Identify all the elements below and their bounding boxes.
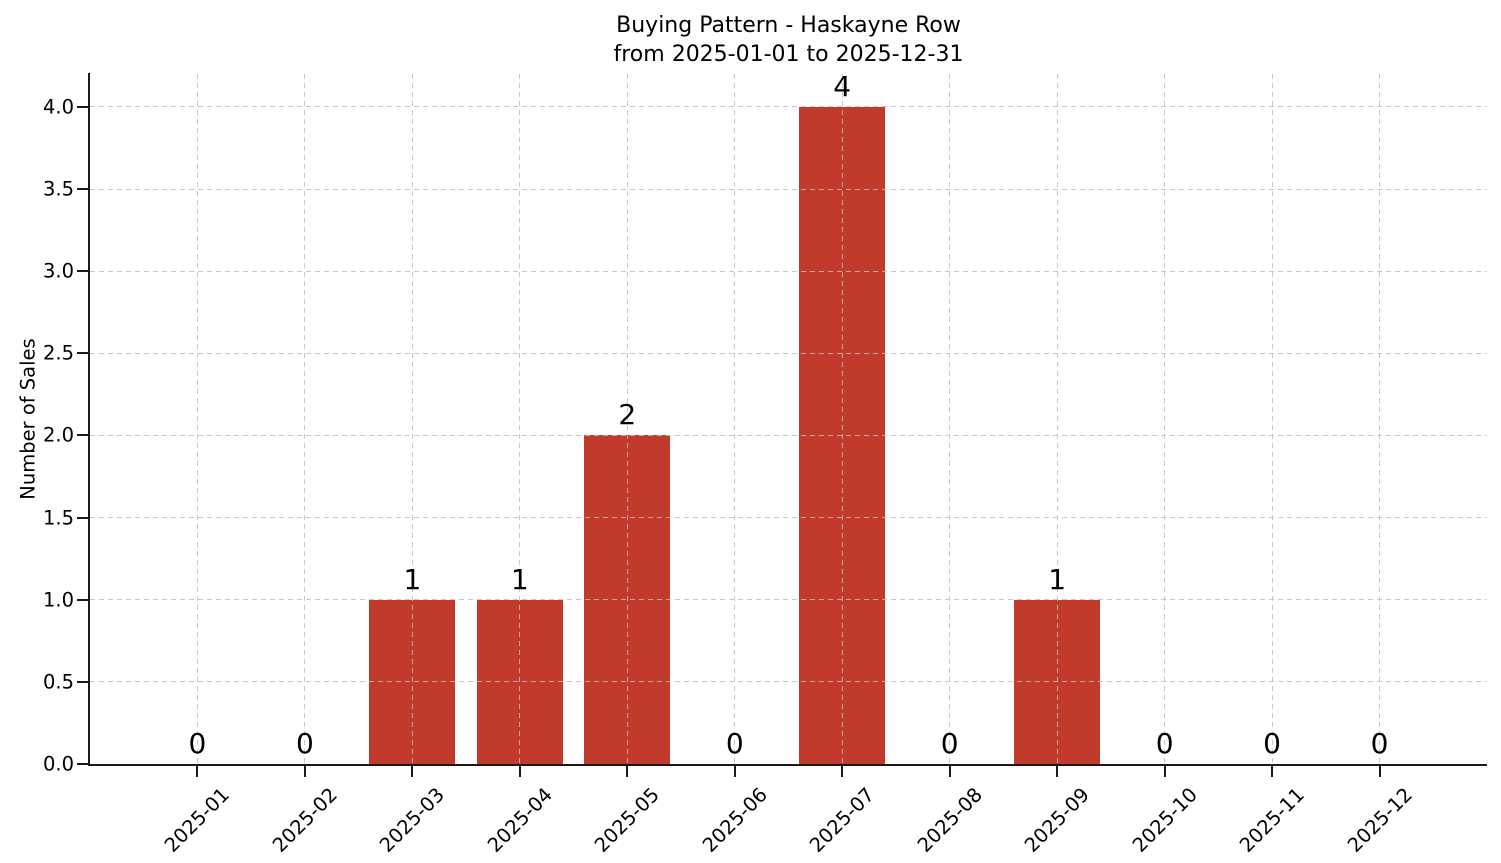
chart-subtitle: from 2025-01-01 to 2025-12-31 — [613, 42, 964, 67]
chart-title: Buying Pattern - Haskayne Row — [616, 13, 961, 38]
y-tick-label: 1.5 — [42, 506, 74, 530]
y-tick — [77, 680, 88, 683]
x-tick — [948, 766, 951, 777]
x-tick-label: 2025-07 — [805, 783, 880, 857]
y-tick — [77, 516, 88, 519]
v-gridline — [949, 74, 951, 764]
y-axis-label: Number of Sales — [16, 338, 40, 500]
y-tick — [77, 105, 88, 108]
x-tick-label: 2025-03 — [375, 783, 450, 857]
x-tick-label: 2025-08 — [912, 783, 987, 857]
x-axis-spine — [88, 764, 1487, 766]
bar-value-label: 0 — [940, 727, 959, 760]
bar-value-label: 1 — [510, 562, 529, 596]
bar-value-label: 0 — [725, 727, 744, 760]
y-tick — [77, 598, 88, 601]
y-tick — [77, 434, 88, 437]
x-tick — [518, 766, 521, 777]
x-tick — [411, 766, 414, 777]
y-axis-spine — [88, 73, 90, 766]
y-tick-label: 3.0 — [42, 259, 74, 283]
y-tick-label: 0.0 — [42, 752, 74, 776]
x-tick — [303, 766, 306, 777]
h-gridline — [90, 352, 1487, 354]
x-tick — [1056, 766, 1059, 777]
x-tick — [196, 766, 199, 777]
bar-value-label: 0 — [188, 727, 207, 760]
v-gridline — [1164, 74, 1166, 764]
x-tick — [626, 766, 629, 777]
v-gridline — [411, 74, 413, 764]
h-gridline — [90, 599, 1487, 601]
v-gridline — [1379, 74, 1381, 764]
x-tick — [841, 766, 844, 777]
h-gridline — [90, 681, 1487, 683]
y-tick — [77, 763, 88, 765]
v-gridline — [841, 74, 843, 764]
bar-value-label: 2 — [618, 398, 637, 432]
x-tick — [1271, 766, 1274, 777]
y-tick — [77, 188, 88, 190]
v-gridline — [1056, 74, 1058, 764]
v-gridline — [196, 74, 198, 764]
bar-value-label: 1 — [1048, 562, 1067, 596]
x-tick-label: 2025-09 — [1020, 783, 1095, 857]
x-tick-label: 2025-11 — [1235, 783, 1310, 857]
plot-area: 0.0 0.5 1.0 1.5 2.0 2.5 3.0 3.5 4.0 0 2025-01 0 2025… — [43, 70, 1487, 857]
bar-value-label: 4 — [833, 69, 852, 103]
y-tick-label: 2.5 — [42, 341, 74, 365]
x-tick — [1378, 766, 1381, 777]
v-gridline — [626, 74, 628, 764]
x-tick — [1163, 766, 1166, 777]
v-gridline — [304, 74, 306, 764]
h-gridline — [90, 106, 1487, 108]
y-tick-label: 3.5 — [42, 177, 74, 201]
bar-value-label: 1 — [403, 562, 422, 596]
y-tick-label: 2.0 — [42, 423, 74, 447]
y-tick — [77, 270, 88, 273]
h-gridline — [90, 434, 1487, 436]
h-gridline — [90, 270, 1487, 272]
x-tick-label: 2025-10 — [1127, 783, 1202, 857]
h-gridline — [90, 188, 1487, 190]
chart-title-block: Buying Pattern - Haskayne Row from 2025-… — [90, 11, 1487, 69]
y-tick-label: 0.5 — [42, 670, 74, 694]
x-tick — [733, 766, 736, 777]
y-tick — [77, 352, 88, 355]
x-tick-label: 2025-04 — [482, 783, 557, 857]
y-tick-label: 1.0 — [42, 588, 74, 612]
h-gridline — [90, 517, 1487, 519]
y-tick-label: 4.0 — [42, 95, 74, 119]
bar-value-label: 0 — [1370, 727, 1389, 760]
x-tick-label: 2025-06 — [697, 783, 772, 857]
x-tick-label: 2025-02 — [267, 783, 342, 857]
v-gridline — [734, 74, 736, 764]
bar-value-label: 0 — [1155, 727, 1174, 760]
x-tick-label: 2025-01 — [160, 783, 235, 857]
bar-value-label: 0 — [296, 727, 314, 760]
x-tick-label: 2025-05 — [590, 783, 665, 857]
bar-value-label: 0 — [1263, 727, 1281, 760]
v-gridline — [519, 74, 521, 764]
x-tick-label: 2025-12 — [1342, 783, 1417, 857]
v-gridline — [1271, 74, 1273, 764]
